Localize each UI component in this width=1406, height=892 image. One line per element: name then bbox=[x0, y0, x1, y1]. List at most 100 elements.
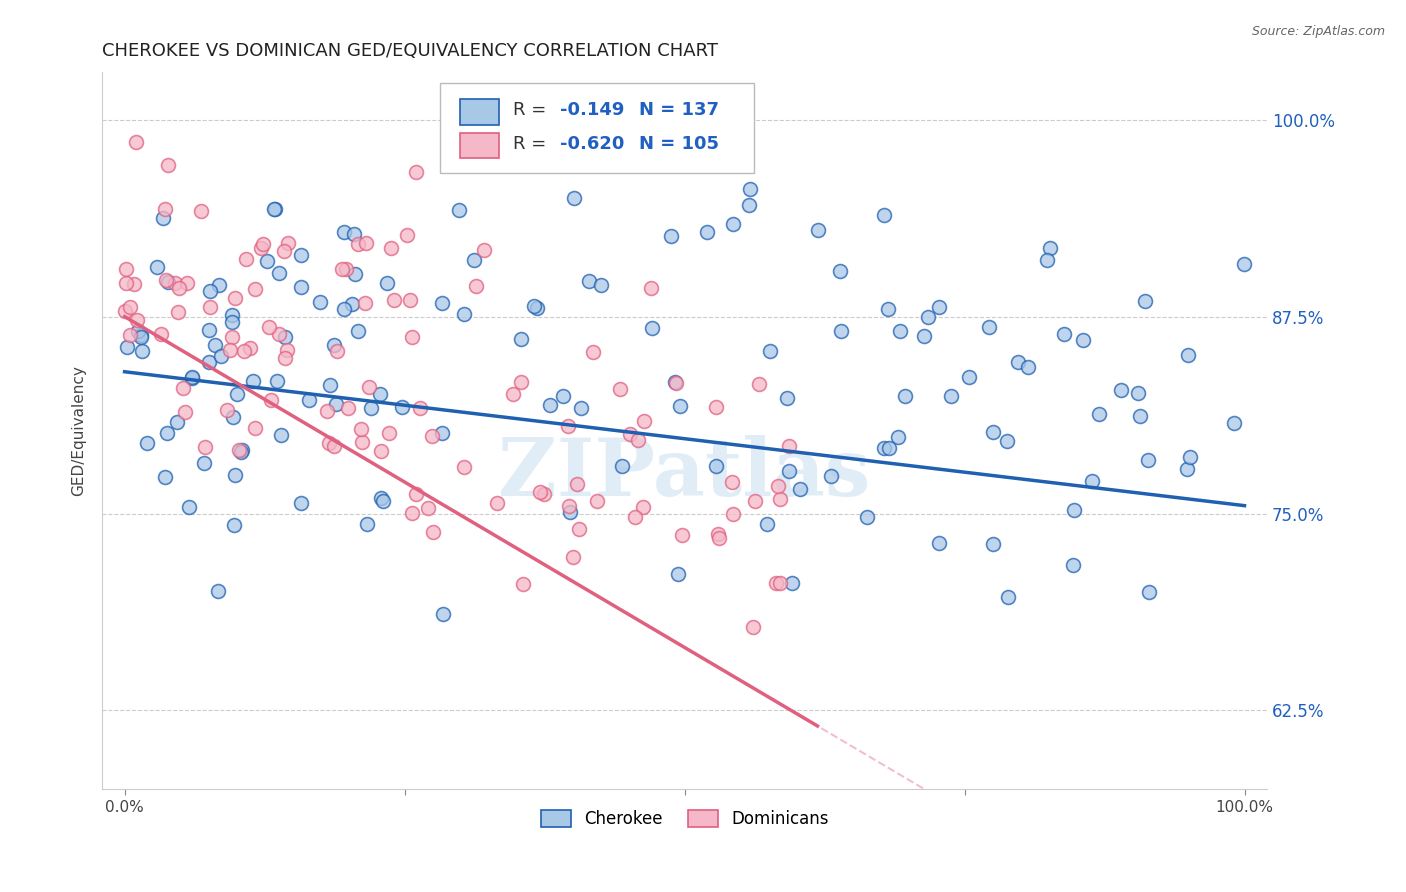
Point bbox=[263, 202, 285, 216]
Point bbox=[723, 507, 745, 521]
Point bbox=[131, 344, 153, 359]
Point bbox=[277, 235, 299, 250]
Point bbox=[207, 583, 229, 598]
Point bbox=[1081, 474, 1104, 488]
Point bbox=[399, 293, 422, 308]
Point bbox=[356, 516, 378, 531]
Point bbox=[156, 426, 179, 441]
Point bbox=[172, 381, 194, 395]
Point bbox=[928, 535, 950, 549]
Point bbox=[1126, 386, 1149, 401]
Point bbox=[256, 253, 278, 268]
Point bbox=[766, 479, 789, 493]
Text: N = 105: N = 105 bbox=[640, 135, 718, 153]
Point bbox=[368, 386, 391, 401]
Point bbox=[235, 252, 257, 267]
Point bbox=[502, 387, 524, 401]
Point bbox=[326, 344, 349, 359]
Point bbox=[981, 425, 1004, 440]
Point bbox=[221, 330, 243, 344]
Point bbox=[375, 276, 398, 290]
Point bbox=[873, 442, 896, 456]
Y-axis label: GED/Equivalency: GED/Equivalency bbox=[72, 366, 86, 496]
Point bbox=[997, 590, 1019, 604]
Point bbox=[127, 324, 149, 338]
Point bbox=[977, 320, 1000, 334]
Point bbox=[219, 343, 242, 357]
Point bbox=[565, 477, 588, 491]
Point bbox=[1062, 558, 1084, 572]
Point bbox=[239, 342, 262, 356]
Point bbox=[267, 326, 290, 341]
Point bbox=[224, 468, 246, 483]
Point bbox=[1129, 409, 1152, 424]
Point bbox=[780, 576, 803, 591]
Point bbox=[721, 217, 744, 231]
Point bbox=[619, 427, 641, 442]
Point bbox=[332, 225, 354, 239]
Point bbox=[166, 415, 188, 429]
Point bbox=[665, 376, 688, 390]
Point bbox=[704, 401, 727, 415]
Point bbox=[194, 440, 217, 454]
Point bbox=[215, 402, 238, 417]
Text: -0.149: -0.149 bbox=[560, 102, 624, 120]
Point bbox=[640, 321, 662, 335]
Point bbox=[912, 329, 935, 343]
Point bbox=[198, 355, 221, 369]
Point bbox=[350, 422, 373, 436]
Point bbox=[738, 182, 761, 196]
Point bbox=[696, 225, 718, 239]
Point bbox=[538, 398, 561, 412]
Point bbox=[707, 532, 730, 546]
Point bbox=[129, 327, 152, 342]
Point bbox=[335, 262, 357, 277]
Point bbox=[176, 276, 198, 290]
Point bbox=[586, 493, 609, 508]
Point bbox=[120, 300, 142, 314]
Point bbox=[765, 576, 787, 591]
Point bbox=[1088, 407, 1111, 421]
Point bbox=[668, 566, 690, 581]
Legend: Cherokee, Dominicans: Cherokee, Dominicans bbox=[534, 803, 835, 835]
Point bbox=[820, 469, 842, 483]
Point bbox=[449, 202, 471, 217]
Point bbox=[290, 495, 312, 509]
Point bbox=[877, 301, 900, 316]
Point bbox=[917, 310, 939, 324]
Point bbox=[155, 272, 177, 286]
Point bbox=[263, 202, 285, 217]
Point bbox=[401, 506, 423, 520]
Text: -0.620: -0.620 bbox=[560, 135, 624, 153]
Point bbox=[557, 418, 579, 433]
Point bbox=[562, 549, 585, 564]
Point bbox=[359, 379, 381, 393]
Point bbox=[463, 252, 485, 267]
Point bbox=[668, 399, 690, 413]
Point bbox=[453, 307, 475, 321]
Point bbox=[661, 228, 683, 243]
Point bbox=[1017, 360, 1039, 375]
FancyBboxPatch shape bbox=[460, 99, 499, 125]
Point bbox=[671, 527, 693, 541]
Point bbox=[1135, 293, 1157, 308]
Point bbox=[405, 164, 427, 178]
Point bbox=[231, 442, 253, 457]
Point bbox=[1233, 257, 1256, 271]
Point bbox=[322, 338, 344, 352]
Point bbox=[776, 391, 799, 405]
Point bbox=[453, 460, 475, 475]
Point bbox=[124, 277, 146, 291]
Point bbox=[333, 301, 356, 316]
Point bbox=[370, 444, 392, 458]
Point bbox=[1109, 383, 1132, 397]
Point bbox=[1223, 416, 1246, 430]
Point bbox=[360, 401, 382, 416]
Point bbox=[378, 425, 401, 440]
Point bbox=[631, 500, 654, 514]
Point bbox=[146, 260, 169, 274]
Point bbox=[1053, 327, 1076, 342]
Point bbox=[578, 273, 600, 287]
Point bbox=[242, 374, 264, 388]
Point bbox=[267, 266, 290, 280]
